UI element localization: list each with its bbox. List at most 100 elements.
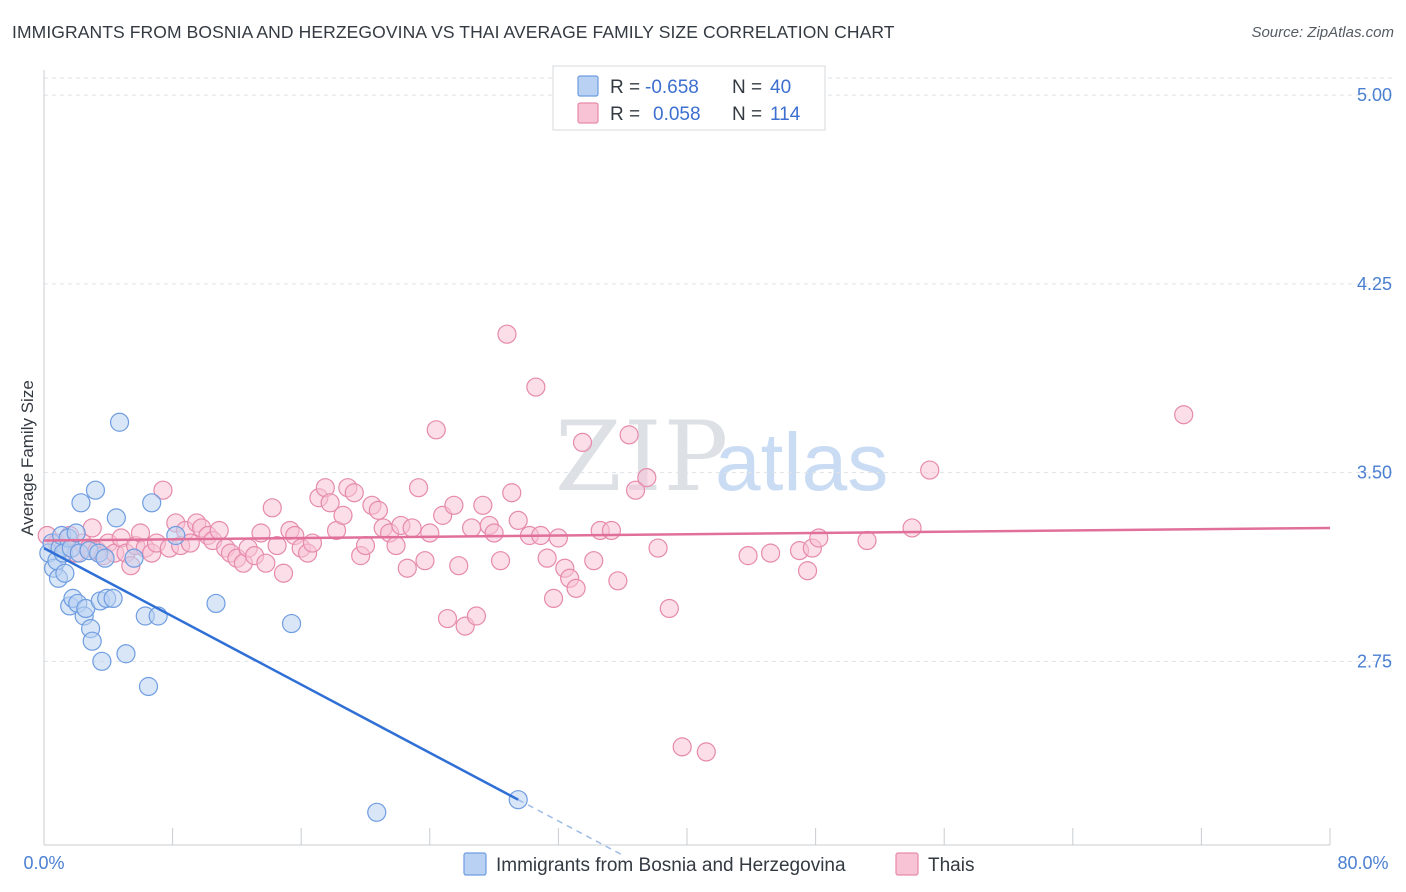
bosnia-point — [367, 802, 387, 822]
thai-point — [426, 420, 446, 440]
bosnia-point — [166, 525, 186, 546]
thai-point — [920, 460, 940, 480]
thai-point — [355, 535, 376, 556]
thai-point — [508, 510, 528, 531]
thai-point — [572, 432, 593, 453]
chart-source: Source: ZipAtlas.com — [1251, 24, 1394, 41]
legend-swatch-thais — [577, 102, 599, 124]
bosnia-point — [138, 676, 159, 697]
thai-point — [420, 523, 440, 543]
thai-point — [537, 548, 557, 568]
thai-point — [797, 561, 818, 581]
thai-point — [497, 324, 517, 344]
bosnia-point — [92, 651, 112, 671]
series-legend-swatch-bosnia — [463, 852, 487, 876]
thai-point — [857, 530, 877, 551]
legend-r-label-bosnia: R = — [610, 77, 640, 98]
thai-point — [672, 737, 692, 757]
thai-point — [1174, 405, 1194, 425]
thai-point — [637, 468, 657, 488]
thai-point — [444, 495, 464, 515]
thai-point — [548, 528, 569, 548]
series-legend-swatch-thais — [895, 852, 919, 876]
thai-point — [402, 518, 422, 538]
thai-point — [760, 543, 781, 563]
thai-point — [566, 578, 586, 598]
x-ticks — [43, 828, 1331, 845]
thai-point — [273, 563, 294, 583]
thai-point — [368, 500, 388, 520]
thais-points — [37, 324, 1194, 762]
thai-point — [625, 480, 646, 500]
y-axis-title: Average Family Size — [18, 380, 37, 536]
series-legend-label-bosnia: Immigrants from Bosnia and Herzegovina — [496, 855, 846, 876]
thai-point — [320, 493, 340, 513]
series-legend: Immigrants from Bosnia and Herzegovina T… — [463, 852, 974, 876]
thai-point — [902, 518, 922, 538]
bosnia-point — [206, 593, 226, 614]
correlation-legend: R = -0.658 N = 40 R = 0.058 N = 114 — [552, 65, 826, 131]
thai-point — [267, 535, 287, 556]
thai-point — [608, 571, 628, 591]
bosnia-point — [66, 523, 86, 543]
thai-point — [490, 551, 511, 571]
thai-point — [209, 520, 229, 541]
y-tick-labels: 2.75 3.50 4.25 5.00 — [1357, 85, 1392, 671]
bosnia-trend-extension — [517, 799, 624, 856]
bosnia-trend-line — [43, 546, 519, 801]
legend-n-label-bosnia: N = — [732, 77, 762, 98]
legend-n-value-bosnia: 40 — [770, 77, 791, 98]
legend-r-value-thais: 0.058 — [653, 104, 701, 125]
legend-r-label-thais: R = — [610, 104, 640, 125]
thai-point — [526, 377, 546, 397]
x-tick-label-max: 80.0% — [1337, 853, 1388, 873]
thais-trend-line — [43, 526, 1331, 542]
bosnia-points — [39, 412, 528, 822]
bosnia-point — [124, 548, 144, 568]
thai-point — [466, 606, 487, 626]
watermark: ZIP atlas — [555, 401, 888, 513]
thai-point — [408, 478, 429, 498]
legend-swatch-bosnia — [577, 75, 599, 97]
bosnia-point — [85, 480, 106, 500]
y-tick-label: 2.75 — [1357, 651, 1392, 671]
watermark-atlas: atlas — [715, 417, 888, 508]
thai-point — [449, 556, 469, 576]
y-tick-label: 5.00 — [1357, 85, 1392, 105]
thai-point — [601, 520, 622, 541]
thai-point — [484, 523, 504, 543]
thai-point — [437, 608, 458, 629]
bosnia-point — [281, 613, 302, 634]
y-tick-label: 4.25 — [1357, 274, 1392, 294]
thai-point — [82, 518, 102, 538]
thai-point — [344, 483, 364, 503]
gridlines — [44, 77, 1392, 662]
bosnia-point — [116, 644, 136, 664]
bosnia-point — [71, 493, 91, 513]
series-legend-label-thais: Thais — [928, 855, 974, 876]
chart-title: IMMIGRANTS FROM BOSNIA AND HERZEGOVINA V… — [12, 22, 895, 42]
thai-point — [502, 483, 522, 503]
thai-point — [543, 588, 564, 609]
thai-point — [333, 505, 353, 525]
thai-point — [696, 742, 716, 762]
thai-point — [648, 538, 668, 558]
x-tick-label-min: 0.0% — [23, 853, 64, 873]
bosnia-point — [109, 412, 130, 432]
thai-point — [397, 558, 417, 578]
legend-r-value-bosnia: -0.658 — [645, 77, 699, 98]
thai-point — [386, 535, 406, 556]
bosnia-point — [55, 563, 75, 583]
thai-point — [584, 551, 604, 571]
thai-point — [256, 553, 276, 573]
bosnia-point — [82, 631, 102, 651]
bosnia-point — [142, 493, 162, 513]
thai-point — [473, 495, 493, 515]
legend-n-value-thais: 114 — [770, 104, 801, 125]
bosnia-point — [106, 508, 126, 528]
thai-point — [619, 425, 639, 445]
y-tick-label: 3.50 — [1357, 463, 1392, 483]
thai-point — [461, 518, 482, 538]
thai-point — [262, 498, 282, 518]
